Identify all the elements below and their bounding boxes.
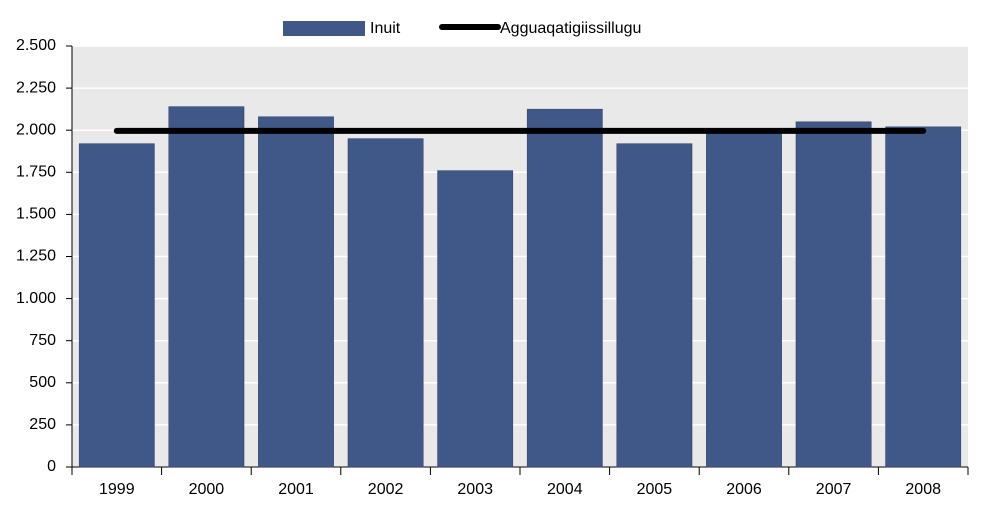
x-tick-label: 2007: [816, 481, 852, 498]
x-tick-label: 2004: [547, 481, 583, 498]
y-tick-label: 2.000: [16, 121, 56, 138]
x-tick-label: 2000: [189, 481, 225, 498]
bar: [885, 126, 962, 468]
bar: [168, 106, 245, 468]
x-tick-label: 2001: [278, 481, 314, 498]
bar: [347, 138, 424, 468]
x-tick-label: 2006: [726, 481, 762, 498]
legend-label: Inuit: [370, 20, 401, 37]
bar: [616, 143, 693, 468]
y-tick-label: 1.000: [16, 290, 56, 307]
x-tick-label: 1999: [99, 481, 135, 498]
bar: [706, 131, 782, 468]
bar: [78, 143, 155, 468]
y-tick-label: 1.500: [16, 206, 56, 223]
y-tick-label: 0: [47, 458, 56, 475]
x-tick-label: 2003: [457, 481, 493, 498]
y-tick-label: 250: [29, 416, 56, 433]
x-tick-label: 2008: [905, 481, 941, 498]
bar: [795, 121, 872, 468]
y-tick-label: 750: [29, 332, 56, 349]
legend-label: Agguaqatigiissillugu: [500, 20, 641, 37]
y-tick-label: 2.250: [16, 79, 56, 96]
legend-swatch: [283, 21, 365, 36]
bar: [526, 108, 603, 468]
x-tick-label: 2005: [637, 481, 673, 498]
bar: [258, 116, 334, 468]
x-tick-label: 2002: [368, 481, 404, 498]
bar: [437, 170, 514, 468]
y-tick-label: 1.750: [16, 164, 56, 181]
y-tick-label: 500: [29, 374, 56, 391]
y-tick-label: 2.500: [16, 37, 56, 54]
y-tick-label: 1.250: [16, 248, 56, 265]
